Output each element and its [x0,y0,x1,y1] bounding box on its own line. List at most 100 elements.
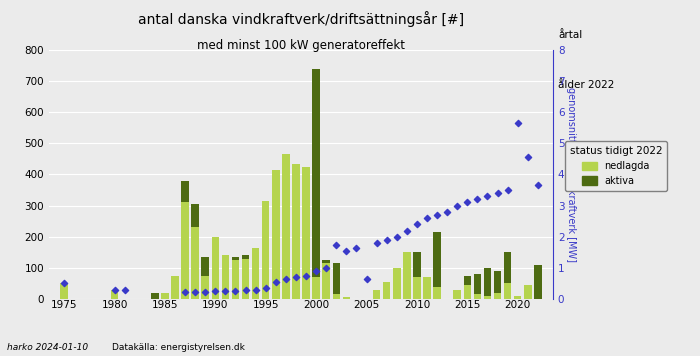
Bar [191,204,199,227]
Point [522,155,533,160]
Point [502,187,513,193]
Point [179,289,190,295]
Point [199,289,211,295]
Point [300,273,312,278]
Bar [484,268,491,296]
Point [351,245,362,251]
Bar [181,203,189,299]
Bar [463,276,471,285]
Point [412,221,423,227]
Bar [424,277,430,299]
Bar [262,201,270,299]
Bar [292,163,300,299]
Point [290,274,302,280]
Bar [312,69,320,277]
Bar [433,232,441,287]
Point [59,281,70,286]
Bar [474,274,481,294]
Point [492,190,503,196]
Bar [393,268,400,299]
Bar [272,170,279,299]
Bar [413,252,421,277]
Bar [211,237,219,299]
Point [220,288,231,293]
Point [472,197,483,202]
Point [401,228,412,234]
Text: Datakälla: energistyrelsen.dk: Datakälla: energistyrelsen.dk [112,344,245,352]
Point [361,276,372,282]
Point [371,240,382,246]
Bar [514,296,522,299]
Point [452,203,463,209]
Bar [111,290,118,299]
Bar [302,167,310,299]
Bar [202,276,209,299]
Bar [534,265,542,299]
Y-axis label: genomsnittlig effekt/kraftverk [MW]: genomsnittlig effekt/kraftverk [MW] [566,87,575,262]
Legend: nedlagda, aktiva: nedlagda, aktiva [565,141,667,191]
Bar [241,258,249,299]
Bar [332,263,340,294]
Point [190,289,201,295]
Bar [252,248,260,299]
Point [431,212,442,218]
Bar [494,271,501,293]
Bar [202,257,209,276]
Point [421,215,433,221]
Point [341,248,352,253]
Text: ålder 2022: ålder 2022 [558,80,615,90]
Point [240,288,251,293]
Bar [463,285,471,299]
Bar [312,277,320,299]
Point [532,183,543,188]
Text: med minst 100 kW generatoreffekt: med minst 100 kW generatoreffekt [197,39,405,52]
Point [391,234,402,240]
Point [321,265,332,271]
Bar [161,293,169,299]
Bar [232,257,239,260]
Bar [383,282,391,299]
Bar [504,283,512,299]
Point [462,200,473,205]
Bar [433,287,441,299]
Point [109,287,120,293]
Text: harko 2024-01-10: harko 2024-01-10 [7,344,88,352]
Bar [191,227,199,299]
Text: årtal: årtal [558,30,582,40]
Bar [332,294,340,299]
Bar [222,256,229,299]
Text: antal danska vindkraftverk/driftsättningsår [#]: antal danska vindkraftverk/driftsättning… [138,11,464,27]
Bar [494,293,501,299]
Bar [60,283,68,299]
Bar [241,256,249,258]
Point [270,279,281,285]
Bar [282,154,290,299]
Point [482,193,493,199]
Bar [181,181,189,203]
Bar [484,296,491,299]
Point [512,120,524,126]
Point [442,209,453,215]
Bar [524,285,531,299]
Bar [474,294,481,299]
Point [330,242,342,247]
Bar [413,277,421,299]
Point [280,276,291,282]
Bar [151,293,159,299]
Point [381,237,392,243]
Point [119,287,130,293]
Point [311,268,322,274]
Bar [342,298,350,299]
Bar [373,290,380,299]
Bar [323,263,330,299]
Point [210,288,221,294]
Bar [323,260,330,263]
Bar [232,260,239,299]
Bar [172,276,178,299]
Point [260,285,272,291]
Bar [454,290,461,299]
Bar [504,252,512,283]
Bar [403,252,411,299]
Point [250,287,261,293]
Point [230,288,241,293]
